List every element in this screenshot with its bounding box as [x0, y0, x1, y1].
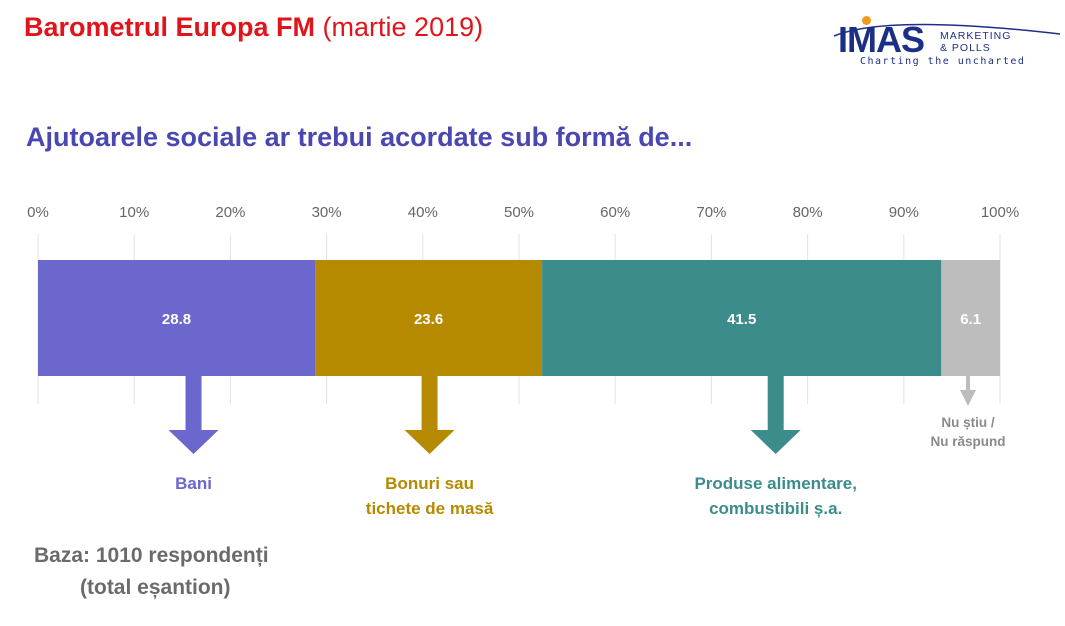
- title-brand: Barometrul Europa FM: [24, 12, 316, 42]
- data-label: 6.1: [960, 311, 981, 328]
- company-logo: IMAS MARKETING & POLLS Charting the unch…: [828, 14, 1064, 74]
- x-tick-label: 30%: [312, 204, 342, 221]
- x-tick-label: 100%: [981, 204, 1019, 221]
- category-arrow-icon: [168, 376, 219, 454]
- category-label: Bani: [175, 474, 212, 493]
- base-note-line-2: (total eșantion): [80, 575, 231, 599]
- category-label: tichete de masă: [366, 499, 494, 518]
- bar-segment: [38, 260, 316, 376]
- category-arrow-icon: [404, 376, 455, 454]
- category-label: combustibili ș.a.: [709, 499, 842, 518]
- chart-question: Ajutoarele sociale ar trebui acordate su…: [26, 122, 693, 152]
- x-tick-label: 20%: [215, 204, 245, 221]
- bar-segment: [542, 260, 942, 376]
- category-label: Produse alimentare,: [694, 474, 857, 493]
- page-title: Barometrul Europa FM (martie 2019): [24, 12, 483, 43]
- base-note-line-1: Baza: 1010 respondenți: [34, 544, 269, 567]
- base-note: Baza: 1010 respondenți (total eșantion): [34, 540, 334, 603]
- logo-main-text: IMAS: [838, 19, 925, 60]
- x-tick-label: 70%: [696, 204, 726, 221]
- logo-sub-text-2: & POLLS: [940, 42, 991, 54]
- x-tick-label: 0%: [27, 204, 49, 221]
- category-label: Nu răspund: [930, 434, 1005, 449]
- category-arrow-icon: [960, 376, 976, 406]
- logo-dot-icon: [862, 16, 871, 25]
- category-arrow-icon: [750, 376, 801, 454]
- x-tick-label: 60%: [600, 204, 630, 221]
- logo-swoosh-icon: [833, 23, 1061, 37]
- x-tick-label: 90%: [889, 204, 919, 221]
- data-label: 28.8: [162, 311, 191, 328]
- bar-segment: [315, 260, 543, 376]
- title-date: (martie 2019): [322, 12, 484, 42]
- x-tick-label: 10%: [119, 204, 149, 221]
- x-tick-label: 80%: [793, 204, 823, 221]
- category-label: Bonuri sau: [385, 474, 474, 493]
- data-label: 41.5: [727, 311, 756, 328]
- data-label: 23.6: [414, 311, 443, 328]
- logo-tagline: Charting the uncharted: [860, 56, 1026, 67]
- x-tick-label: 40%: [408, 204, 438, 221]
- logo-sub-text-1: MARKETING: [940, 30, 1012, 42]
- x-tick-label: 50%: [504, 204, 534, 221]
- bar-segment: [941, 260, 1000, 376]
- category-label: Nu știu /: [941, 415, 994, 430]
